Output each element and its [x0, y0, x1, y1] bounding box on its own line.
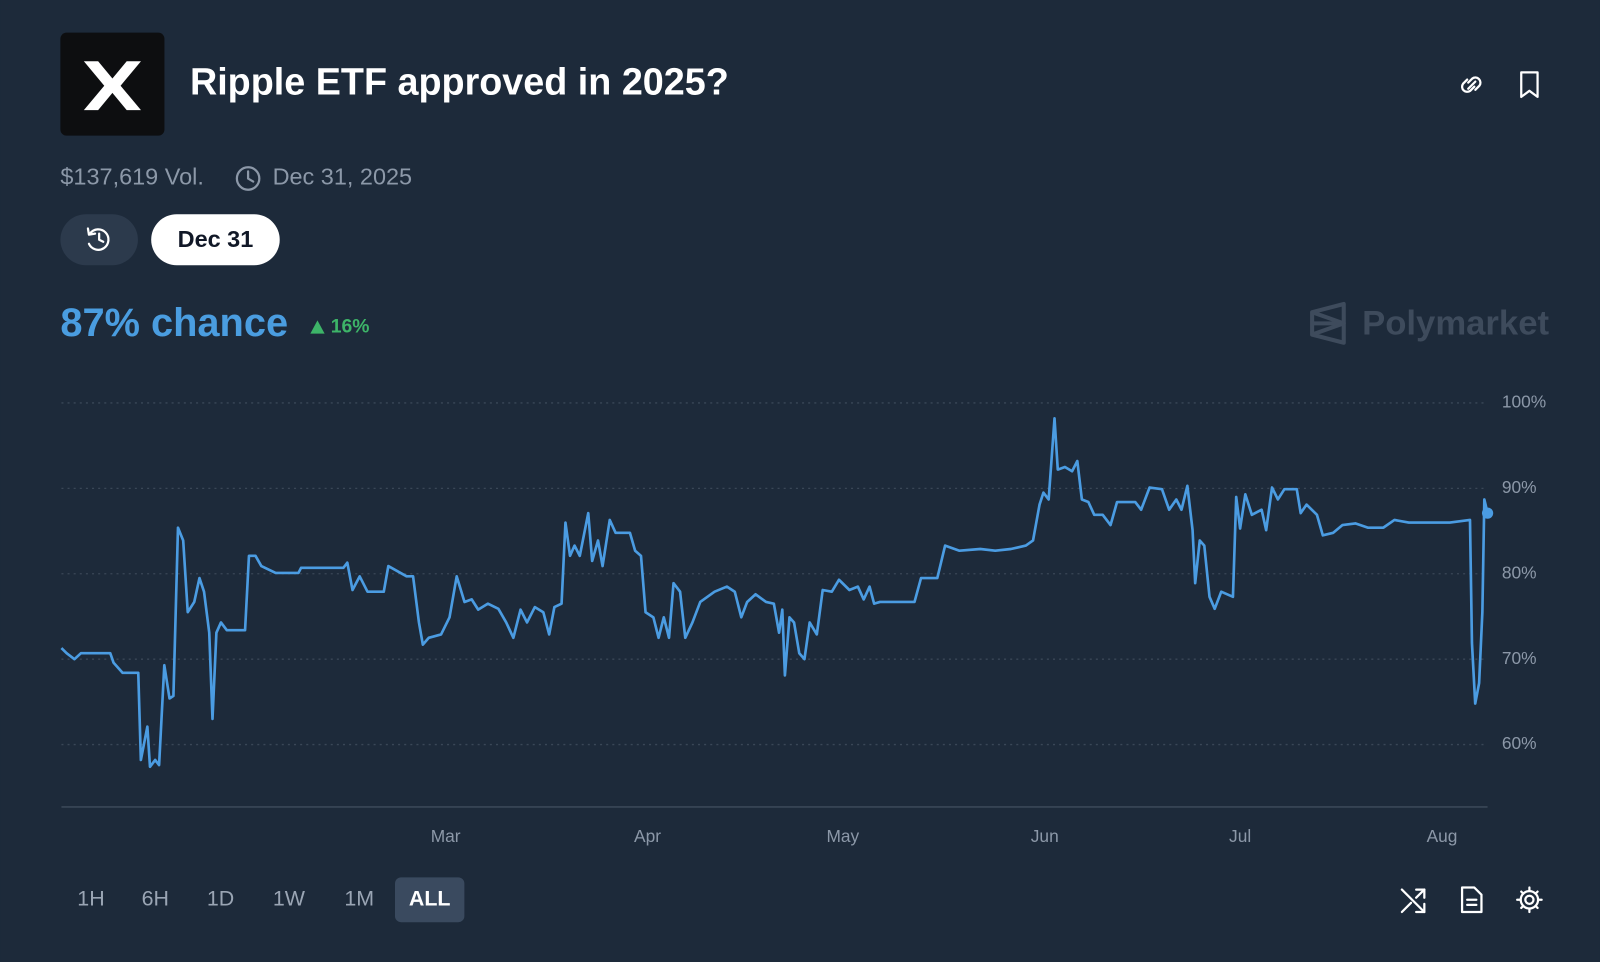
x-tick-label: Apr: [634, 826, 661, 846]
copy-link-button[interactable]: [1460, 76, 1482, 93]
end-date: Dec 31, 2025: [273, 164, 413, 190]
range-button[interactable]: 1H: [77, 886, 104, 910]
date-tab[interactable]: [151, 214, 280, 266]
x-tick-label: Aug: [1427, 826, 1458, 846]
range-buttons: 1H 6H 1D 1W 1M ALL: [77, 877, 465, 923]
market-title: Ripple ETF approved in 2025?: [190, 61, 729, 103]
chance: 87% chance: [60, 301, 288, 345]
change-arrow: [310, 320, 325, 334]
y-tick-label: 100%: [1502, 392, 1546, 412]
x-tick-label: Jun: [1031, 826, 1059, 846]
clock-icon: [235, 166, 261, 191]
brand-logo: [1310, 301, 1346, 345]
brand-name: Polymarket: [1362, 305, 1549, 343]
y-tick-label: 70%: [1502, 648, 1537, 668]
y-tick-label: 90%: [1502, 477, 1537, 497]
document-button[interactable]: [1460, 886, 1483, 914]
x-tick-label: May: [826, 826, 859, 846]
range-button[interactable]: 6H: [142, 886, 169, 910]
current-point: [1481, 507, 1494, 519]
chart: 60% 70% 80% 90% 100% Mar Apr May Jun Jul Aug: [60, 392, 1546, 846]
range-button[interactable]: 1M: [344, 886, 374, 910]
volume: $137,619 Vol.: [60, 164, 203, 190]
range-button-active[interactable]: [395, 877, 465, 923]
settings-button[interactable]: [1516, 886, 1543, 914]
bookmark-button[interactable]: [1520, 71, 1539, 99]
change: 16%: [331, 316, 370, 338]
date-tabs: Dec 31: [151, 214, 280, 266]
market-logo: [60, 32, 165, 136]
y-tick-label: 80%: [1502, 562, 1537, 582]
shuffle-button[interactable]: [1400, 888, 1426, 914]
y-tick-label: 60%: [1502, 733, 1537, 753]
range-button[interactable]: 1W: [273, 886, 306, 910]
range-button[interactable]: ALL: [409, 886, 451, 910]
range-button[interactable]: 1D: [207, 886, 234, 910]
history-button[interactable]: [60, 214, 138, 266]
x-tick-label: Mar: [431, 826, 461, 846]
date-tab-label: Dec 31: [178, 226, 254, 252]
x-tick-label: Jul: [1229, 826, 1251, 846]
price-line: [60, 417, 1489, 769]
